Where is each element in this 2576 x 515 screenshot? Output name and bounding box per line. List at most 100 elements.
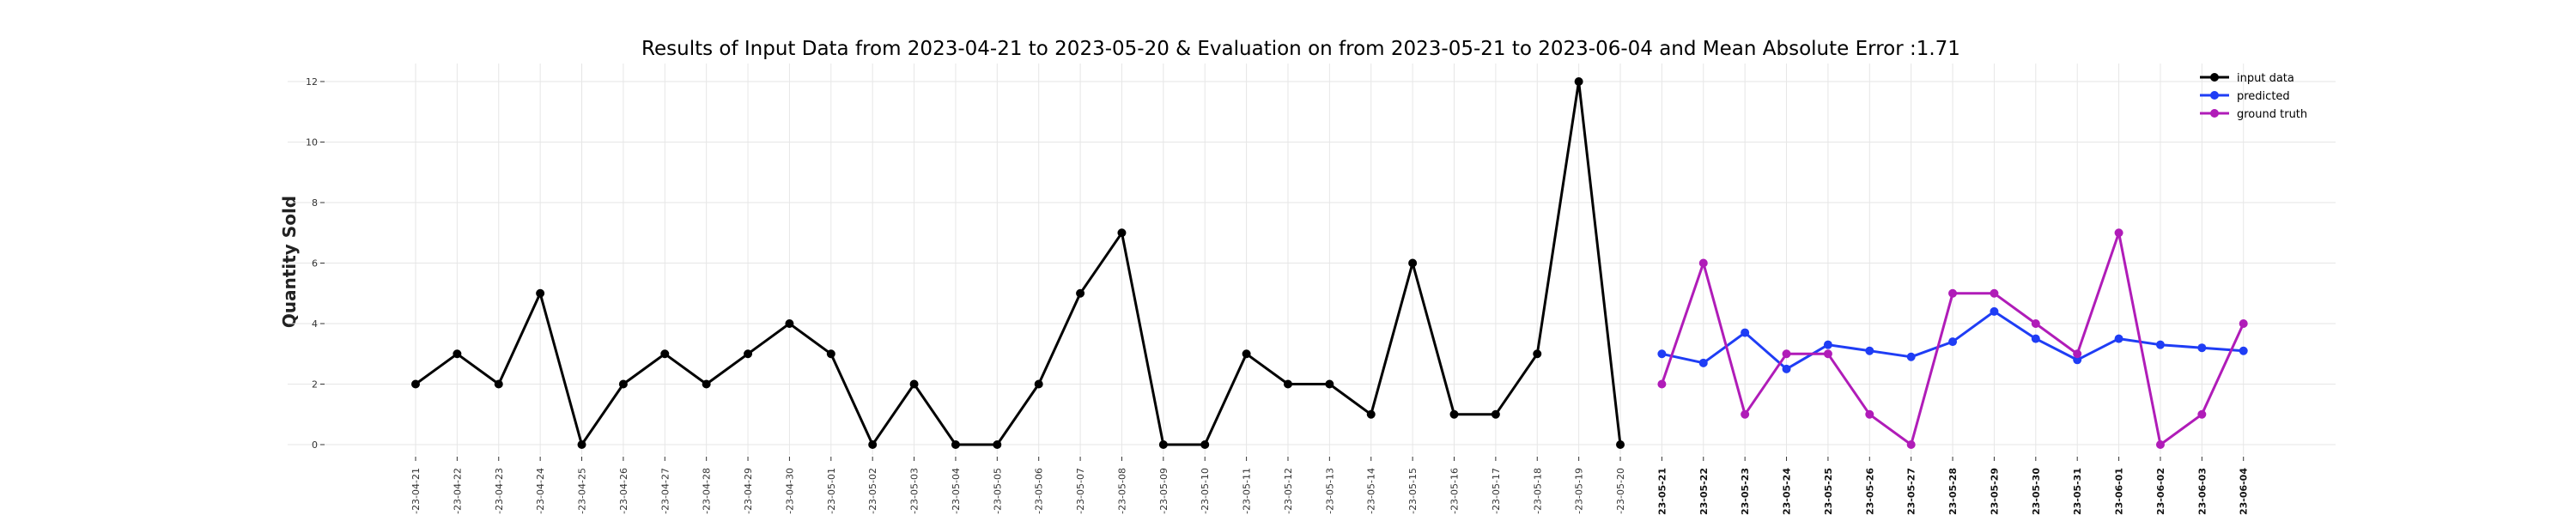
data-point	[1865, 346, 1874, 355]
x-tick-label: -23-04-21	[410, 468, 422, 514]
x-tick-label: -23-04-27	[659, 468, 671, 514]
y-tick-label: 0	[312, 439, 318, 451]
data-point	[1616, 440, 1625, 449]
x-tick-label: -23-05-30	[2031, 468, 2042, 515]
x-tick-label: -23-05-20	[1615, 468, 1626, 514]
x-tick-label: -23-05-14	[1366, 468, 1377, 514]
series-predicted	[1657, 306, 2248, 373]
x-tick-label: -23-05-29	[1989, 468, 2000, 515]
data-point	[785, 319, 794, 328]
data-point	[411, 379, 420, 389]
data-point	[702, 379, 711, 389]
data-point	[2073, 355, 2082, 365]
data-point	[1823, 340, 1832, 349]
data-point	[1449, 409, 1459, 419]
x-tick-label: -23-04-30	[784, 468, 795, 514]
data-point	[1034, 379, 1043, 389]
data-point	[1782, 349, 1791, 359]
data-point	[826, 349, 835, 359]
data-point	[1076, 288, 1085, 298]
x-tick-label: -23-05-08	[1116, 468, 1127, 514]
x-tick-label: -23-05-19	[1574, 468, 1585, 514]
data-point	[1698, 258, 1708, 268]
data-point	[1117, 228, 1127, 238]
data-point	[1741, 409, 1750, 419]
data-point	[2197, 409, 2207, 419]
data-point	[1657, 349, 1667, 359]
legend-item: predicted	[2200, 90, 2290, 103]
x-tick-label: -23-04-24	[535, 468, 546, 514]
data-point	[536, 288, 545, 298]
data-point	[1741, 328, 1750, 337]
x-tick-label: -23-05-05	[992, 468, 1003, 514]
data-point	[453, 349, 462, 359]
y-tick-label: 6	[312, 258, 318, 270]
x-tick-label: -23-05-15	[1407, 468, 1419, 514]
x-tick-label: -23-05-03	[909, 468, 920, 514]
x-tick-label: -23-05-24	[1782, 468, 1793, 515]
y-tick-label: 8	[312, 197, 318, 209]
x-tick-label: -23-04-23	[494, 468, 505, 514]
data-point	[1990, 306, 1999, 316]
data-point	[2197, 343, 2207, 353]
data-point	[494, 379, 503, 389]
data-point	[993, 440, 1002, 449]
x-tick-label: -23-05-21	[1656, 468, 1668, 515]
data-point	[1366, 409, 1376, 419]
data-point	[2239, 319, 2248, 328]
x-tick-label: -23-05-12	[1283, 468, 1294, 514]
data-point	[744, 349, 753, 359]
x-tick-label: -23-05-25	[1823, 468, 1834, 515]
x-tick-label: -23-06-04	[2239, 468, 2250, 515]
data-point	[660, 349, 670, 359]
data-point	[2031, 319, 2040, 328]
series-ground-truth	[1657, 228, 2248, 449]
data-point	[2114, 334, 2123, 343]
legend-marker	[2210, 109, 2219, 118]
series-input-data	[411, 77, 1625, 449]
x-tick-label: -23-04-28	[702, 468, 713, 514]
x-ticks: -23-04-21 -23-04-22 -23-04-23 -23-04-24 -23-…	[410, 457, 2250, 515]
data-point	[2155, 340, 2165, 349]
legend-label: input data	[2237, 72, 2294, 85]
x-tick-label: -23-05-09	[1158, 468, 1170, 514]
x-tick-label: -23-05-11	[1242, 468, 1253, 514]
x-tick-label: -23-05-06	[1034, 468, 1045, 514]
data-point	[1325, 379, 1334, 389]
data-point	[1533, 349, 1542, 359]
x-tick-label: -23-05-07	[1075, 468, 1086, 514]
x-tick-label: -23-05-10	[1200, 468, 1211, 514]
x-tick-label: -23-05-17	[1491, 468, 1502, 514]
x-tick-label: -23-05-26	[1864, 468, 1875, 515]
x-tick-label: -23-05-02	[867, 468, 878, 514]
data-point	[1906, 440, 1916, 449]
data-point	[1491, 409, 1500, 419]
data-point	[2073, 349, 2082, 359]
data-point	[1948, 337, 1958, 347]
data-point	[1408, 258, 1418, 268]
x-tick-label: -23-05-13	[1324, 468, 1335, 514]
chart-title: Results of Input Data from 2023-04-21 to…	[641, 38, 1960, 60]
data-point	[2239, 346, 2248, 355]
legend-marker	[2210, 73, 2219, 82]
data-point	[1698, 358, 1708, 367]
data-point	[1242, 349, 1251, 359]
legend-marker	[2210, 91, 2219, 100]
x-tick-label: -23-05-16	[1449, 468, 1461, 514]
x-tick-label: -23-05-27	[1906, 468, 1917, 515]
x-tick-label: -23-05-18	[1532, 468, 1543, 514]
data-point	[1200, 440, 1210, 449]
data-point	[1283, 379, 1292, 389]
data-point	[1865, 409, 1874, 419]
x-tick-label: -23-06-03	[2196, 468, 2208, 515]
series-line	[415, 80, 1622, 446]
data-point	[2031, 334, 2040, 343]
y-tick-label: 4	[312, 318, 318, 330]
series-lines	[411, 77, 2248, 449]
legend-label: predicted	[2237, 90, 2290, 103]
data-point	[1657, 379, 1667, 389]
x-tick-label: -23-04-29	[743, 468, 754, 514]
x-tick-label: -23-05-31	[2072, 468, 2083, 515]
data-point	[1906, 352, 1916, 361]
